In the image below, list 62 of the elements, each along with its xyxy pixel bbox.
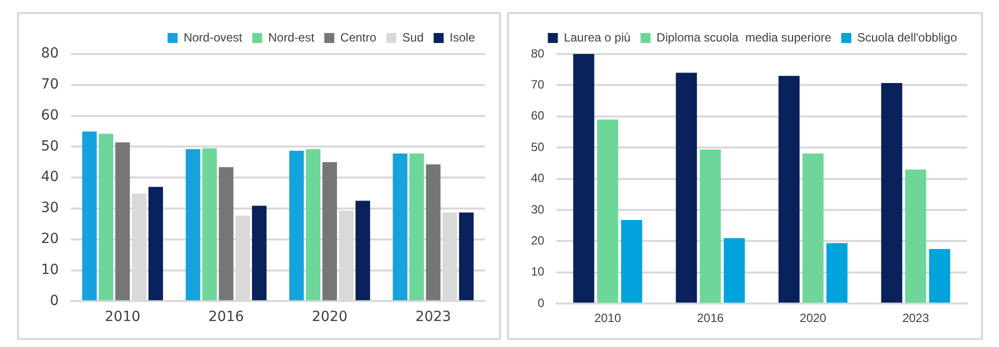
y-tick-label: 80	[40, 46, 59, 62]
legend-label: Laurea o più	[564, 30, 631, 44]
y-tick-label: 40	[530, 171, 545, 186]
x-tick-label: 2023	[415, 309, 452, 326]
y-tick-label: 60	[530, 108, 545, 123]
bar	[148, 186, 164, 300]
bar	[826, 243, 848, 303]
legend-label: Sud	[402, 30, 424, 44]
y-tick-label: 0	[538, 296, 545, 310]
y-tick-label: 30	[40, 200, 59, 216]
bar	[306, 149, 320, 300]
y-tick-label: 30	[530, 202, 545, 216]
bar	[115, 142, 130, 300]
y-tick-label: 10	[40, 262, 59, 278]
bar	[218, 167, 234, 300]
legend-label: Centro	[340, 30, 377, 44]
bar	[929, 249, 950, 303]
bar	[700, 149, 721, 303]
bar	[202, 148, 217, 300]
bar	[459, 212, 474, 300]
bar	[392, 154, 408, 300]
y-tick-label: 60	[40, 107, 59, 124]
y-tick-label: 10	[530, 264, 545, 279]
bar	[573, 54, 594, 303]
bar	[82, 132, 97, 300]
bar	[252, 206, 267, 300]
bar	[621, 220, 642, 303]
x-tick-label: 2016	[208, 309, 244, 326]
bar	[676, 72, 697, 303]
bar	[98, 134, 114, 300]
bar	[356, 200, 370, 300]
x-tick-label: 2016	[696, 311, 724, 326]
bar	[322, 162, 337, 300]
bar	[778, 76, 800, 303]
x-tick-label: 2010	[594, 311, 622, 326]
legend-label: Scuola dell'obbligo	[857, 30, 958, 44]
legend-label: Nord-est	[268, 30, 315, 44]
y-tick-label: 50	[40, 138, 59, 154]
bar	[186, 149, 200, 300]
x-tick-label: 2010	[104, 309, 140, 326]
x-tick-label: 2020	[800, 311, 827, 326]
x-tick-label: 2023	[902, 311, 930, 326]
bar	[802, 154, 824, 303]
y-tick-label: 20	[530, 234, 545, 248]
bar	[724, 238, 745, 303]
y-tick-label: 20	[40, 231, 59, 248]
y-tick-label: 0	[50, 292, 59, 309]
y-tick-label: 40	[40, 169, 59, 186]
y-tick-label: 70	[40, 76, 59, 93]
bar	[905, 169, 926, 303]
y-tick-label: 50	[530, 140, 545, 154]
bar	[409, 154, 424, 300]
legend-label: Diploma scuola media superiore	[656, 30, 832, 44]
y-tick-label: 70	[530, 78, 545, 92]
bar	[426, 164, 441, 300]
bar	[289, 150, 304, 300]
bar	[881, 83, 902, 303]
x-tick-label: 2020	[312, 309, 348, 326]
bar	[597, 120, 618, 303]
legend-label: Isole	[450, 30, 476, 44]
y-tick-label: 80	[530, 46, 545, 60]
legend-label: Nord-ovest	[184, 30, 243, 44]
